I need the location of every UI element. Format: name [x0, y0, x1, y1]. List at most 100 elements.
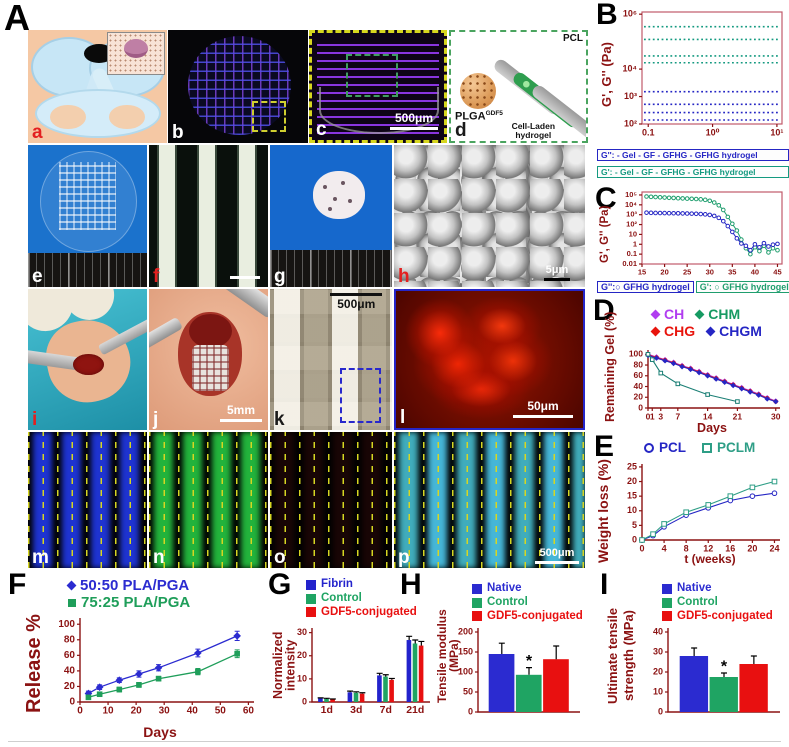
panel-d-label: D: [593, 294, 615, 327]
meniscus-left: [50, 104, 87, 130]
svg-text:0: 0: [302, 696, 307, 706]
legend-item: PCLM: [702, 440, 755, 455]
legend-label: Native: [487, 582, 522, 594]
legend-label: 75:25 PLA/PGA: [81, 594, 191, 611]
legend-marker-icon: [650, 326, 661, 336]
legend-marker-icon: [306, 593, 316, 604]
svg-text:60: 60: [64, 650, 76, 661]
svg-text:0: 0: [77, 705, 83, 716]
svg-text:*: *: [526, 653, 533, 670]
scale-bar-line: [544, 278, 570, 281]
microsphere-texture: [394, 145, 585, 287]
svg-text:20: 20: [653, 666, 663, 676]
svg-text:40: 40: [634, 381, 644, 391]
zoom-region-box: [346, 54, 398, 97]
svg-text:40: 40: [64, 666, 76, 677]
speck: [348, 199, 353, 204]
panel-b-legend-g2: G'': - Gel - GF - GFHG - GFHG hydrogel: [597, 149, 789, 161]
meniscus-right: [108, 104, 145, 130]
printed-patch: [58, 162, 117, 231]
panel-d-legend: CH CHM CHG CHGM: [650, 306, 788, 339]
scale-bar-text: 500μm: [337, 297, 376, 311]
legend-label: PCLM: [717, 440, 756, 455]
svg-text:0.1: 0.1: [642, 127, 655, 137]
legend-label: CHGM: [719, 323, 762, 339]
legend-item: Fibrin: [306, 578, 417, 592]
chart-h-svg: 0 50 100 150 200 *: [458, 626, 580, 716]
subpanel-label: d: [455, 120, 467, 141]
svg-text:0: 0: [69, 697, 75, 708]
legend-marker-icon: [472, 597, 482, 608]
legend-item: 50:50 PLA/PGA: [66, 577, 190, 594]
subpanel-a-knee-illustration: a: [28, 30, 167, 143]
legend-label: Control: [321, 591, 362, 604]
svg-text:50: 50: [463, 686, 473, 696]
subpanel-c-print-path: 500μm c: [309, 30, 447, 143]
svg-text:0: 0: [638, 402, 643, 412]
subpanel-d-schematic: PCL PLGAGDF5 Cell-Laden hydrogel d: [449, 30, 588, 143]
svg-text:60: 60: [243, 705, 255, 716]
legend-label: GDF5-conjugated: [321, 605, 417, 618]
subpanel-o-dark-fluorescence: o: [270, 432, 392, 568]
legend-marker-icon: [650, 309, 661, 319]
svg-text:20: 20: [634, 392, 644, 402]
chart-e-svg: 0 4 8 12 16 20 24 0 5 10 15 20 25: [627, 461, 780, 553]
svg-text:20: 20: [747, 543, 757, 553]
legend-marker-icon: [472, 583, 482, 594]
svg-text:12: 12: [703, 543, 713, 553]
panel-h-label: H: [400, 568, 422, 601]
legend-marker-icon: [705, 326, 716, 336]
svg-text:10⁰: 10⁰: [706, 127, 720, 137]
svg-text:0: 0: [468, 706, 473, 716]
subpanel-label: m: [32, 547, 49, 568]
panel-f-xlabel: Days: [143, 724, 177, 740]
svg-text:150: 150: [458, 646, 473, 656]
hydrogel-label: Cell-Laden hydrogel: [511, 121, 556, 141]
panel-i-legend: Native Control GDF5-conjugated: [662, 582, 773, 623]
subpanel-b-printed-mesh: b: [168, 30, 308, 143]
svg-text:0: 0: [639, 543, 644, 553]
svg-text:7: 7: [675, 411, 680, 421]
subpanel-label: e: [32, 266, 43, 287]
legend-label: CHG: [664, 323, 696, 339]
svg-text:80: 80: [64, 634, 76, 645]
mesh-circle: [187, 35, 292, 136]
svg-text:10: 10: [653, 686, 663, 696]
plga-label-text: PLGA: [455, 110, 486, 123]
scale-bar: 50μm: [513, 399, 573, 418]
implant-disc: [123, 38, 149, 59]
legend-item: PCL: [644, 440, 686, 455]
svg-text:14: 14: [703, 411, 713, 421]
svg-text:4: 4: [662, 543, 667, 553]
svg-text:10⁴: 10⁴: [625, 200, 637, 209]
scale-bar: 500μm: [535, 547, 579, 564]
plga-label: PLGAGDF5: [455, 110, 503, 123]
svg-text:20: 20: [627, 476, 637, 486]
legend-item: Control: [472, 596, 583, 610]
zoom-region-box: [251, 100, 286, 132]
legend-item: CHGM: [705, 323, 762, 339]
svg-text:5: 5: [632, 520, 637, 530]
svg-text:3d: 3d: [350, 704, 362, 716]
legend-label: 50:50 PLA/PGA: [80, 577, 190, 594]
legend-marker-icon: [662, 597, 672, 608]
scale-bar-line: [513, 415, 573, 418]
legend-marker-icon: [472, 611, 482, 622]
svg-text:80: 80: [634, 359, 644, 369]
svg-text:15: 15: [638, 268, 646, 277]
contour-curve: [318, 86, 439, 134]
legend-label: Control: [487, 595, 528, 608]
legend-item: CHG: [650, 323, 696, 339]
scale-bar-line: [390, 127, 438, 130]
panel-e-ylabel: Weight loss (%): [595, 459, 611, 563]
svg-text:40: 40: [653, 626, 663, 636]
dashed-guides: [394, 432, 585, 568]
chart-b-svg: 0.1 10⁰ 10¹ 10² 10³ 10⁴ 10⁶: [623, 9, 784, 138]
legend-item: GDF5-conjugated: [306, 606, 417, 620]
subpanel-label: f: [153, 266, 160, 287]
svg-text:20: 20: [131, 705, 143, 716]
weave-texture: [270, 289, 392, 430]
ruler: [28, 252, 147, 287]
svg-text:1: 1: [633, 239, 637, 248]
panel-i-ylabel-line2: strength (MPa): [621, 610, 636, 702]
